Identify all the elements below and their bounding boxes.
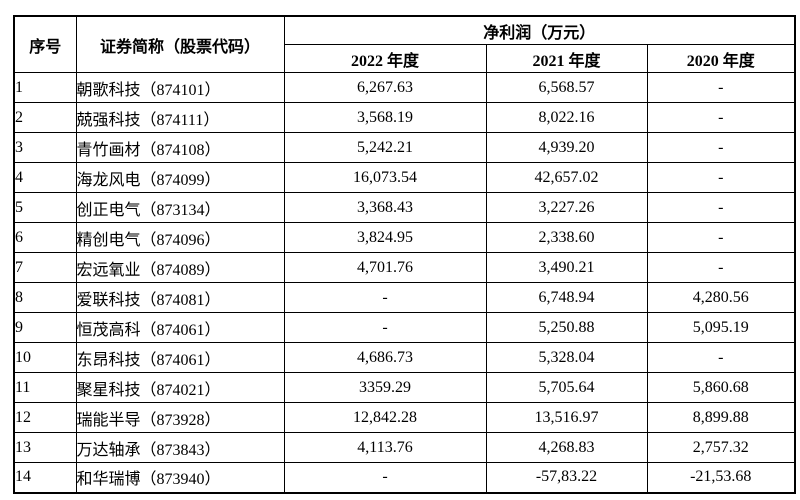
- cell-profit-2022: 4,701.76: [283, 252, 487, 283]
- cell-company-name: 瑞能半导（873928）: [75, 402, 285, 433]
- table-row: 7 宏远氧业（874089） 4,701.76 3,490.21-: [13, 252, 796, 283]
- table-row: 6 精创电气（874096） 3,824.95 2,338.60-: [13, 222, 796, 253]
- cell-serial-number: 3: [13, 132, 77, 163]
- cell-company-name: 万达轴承（873843）: [75, 432, 285, 463]
- cell-profit-2022: 4,686.73: [283, 342, 487, 373]
- cell-profit-2020: -: [646, 102, 796, 133]
- cell-serial-number: 14: [13, 462, 77, 493]
- cell-profit-2021: 42,657.02: [485, 162, 648, 193]
- cell-serial-number: 1: [13, 72, 77, 103]
- cell-serial-number: 9: [13, 312, 77, 343]
- header-year-2020: 2020 年度: [646, 44, 796, 73]
- cell-profit-2020: -: [646, 72, 796, 103]
- cell-profit-2022: 5,242.21: [283, 132, 487, 163]
- cell-profit-2022: 6,267.63: [283, 72, 487, 103]
- cell-profit-2020: -: [646, 192, 796, 223]
- cell-serial-number: 6: [13, 222, 77, 253]
- cell-profit-2020: 8,899.88: [646, 402, 796, 433]
- cell-profit-2021: 4,939.20: [485, 132, 648, 163]
- table-body: 1 朝歌科技（874101） 6,267.63 6,568.57-2 兢强科技（8741…: [13, 72, 796, 493]
- header-year-2022: 2022 年度: [283, 44, 487, 73]
- cell-profit-2022: 4,113.76: [283, 432, 487, 463]
- cell-profit-2021: 13,516.97: [485, 402, 648, 433]
- cell-profit-2021: 3,227.26: [485, 192, 648, 223]
- table-row: 3 青竹画材（874108） 5,242.21 4,939.20-: [13, 132, 796, 163]
- table-row: 8 爱联科技（874081） -6,748.94 4,280.56: [13, 282, 796, 313]
- cell-profit-2020: -21,53.68: [646, 462, 796, 493]
- cell-profit-2020: -: [646, 222, 796, 253]
- cell-serial-number: 11: [13, 372, 77, 403]
- cell-profit-2021: 5,250.88: [485, 312, 648, 343]
- cell-profit-2021: 4,268.83: [485, 432, 648, 463]
- table-row: 13 万达轴承（873843） 4,113.76 4,268.83 2,757.32: [13, 432, 796, 463]
- cell-company-name: 聚星科技（874021）: [75, 372, 285, 403]
- cell-company-name: 精创电气（874096）: [75, 222, 285, 253]
- cell-profit-2020: -: [646, 132, 796, 163]
- cell-serial-number: 13: [13, 432, 77, 463]
- cell-profit-2021: 3,490.21: [485, 252, 648, 283]
- table-row: 4 海龙风电（874099） 16,073.54 42,657.02-: [13, 162, 796, 193]
- cell-serial-number: 10: [13, 342, 77, 373]
- cell-profit-2022: 16,073.54: [283, 162, 487, 193]
- cell-company-name: 宏远氧业（874089）: [75, 252, 285, 283]
- cell-profit-2022: 12,842.28: [283, 402, 487, 433]
- cell-profit-2020: 2,757.32: [646, 432, 796, 463]
- cell-profit-2022: 3,568.19: [283, 102, 487, 133]
- cell-serial-number: 5: [13, 192, 77, 223]
- table-row: 14 和华瑞博（873940） - -57,83.22 -21,53.68: [13, 462, 796, 493]
- table-row: 2 兢强科技（874111） 3,568.19 8,022.16-: [13, 102, 796, 133]
- cell-profit-2020: 4,280.56: [646, 282, 796, 313]
- cell-profit-2021: -57,83.22: [485, 462, 648, 493]
- cell-profit-2022: -: [283, 462, 487, 493]
- table-header: 序号 证券简称（股票代码） 净利润（万元） 2022 年度 2021 年度 20…: [13, 15, 796, 73]
- cell-company-name: 海龙风电（874099）: [75, 162, 285, 193]
- cell-company-name: 爱联科技（874081）: [75, 282, 285, 313]
- cell-company-name: 东昂科技（874061）: [75, 342, 285, 373]
- cell-profit-2022: -: [283, 282, 487, 313]
- table-row: 1 朝歌科技（874101） 6,267.63 6,568.57-: [13, 72, 796, 103]
- cell-profit-2022: 3,368.43: [283, 192, 487, 223]
- table-row: 9 恒茂高科（874061） -5,250.88 5,095.19: [13, 312, 796, 343]
- cell-profit-2021: 6,748.94: [485, 282, 648, 313]
- cell-profit-2021: 6,568.57: [485, 72, 648, 103]
- cell-serial-number: 12: [13, 402, 77, 433]
- cell-profit-2021: 2,338.60: [485, 222, 648, 253]
- table-row: 10 东昂科技（874061） 4,686.73 5,328.04-: [13, 342, 796, 373]
- table-row: 12 瑞能半导（873928） 12,842.28 13,516.97 8,899.88: [13, 402, 796, 433]
- cell-profit-2021: 5,328.04: [485, 342, 648, 373]
- cell-profit-2021: 5,705.64: [485, 372, 648, 403]
- cell-profit-2020: -: [646, 252, 796, 283]
- cell-company-name: 朝歌科技（874101）: [75, 72, 285, 103]
- header-index: 序号: [13, 15, 77, 73]
- cell-company-name: 创正电气（873134）: [75, 192, 285, 223]
- cell-profit-2020: 5,860.68: [646, 372, 796, 403]
- cell-company-name: 青竹画材（874108）: [75, 132, 285, 163]
- cell-company-name: 恒茂高科（874061）: [75, 312, 285, 343]
- header-group-net-profit: 净利润（万元）: [283, 15, 796, 45]
- cell-profit-2022: 3,824.95: [283, 222, 487, 253]
- net-profit-table: 序号 证券简称（股票代码） 净利润（万元） 2022 年度 2021 年度 20…: [13, 15, 797, 494]
- cell-serial-number: 2: [13, 102, 77, 133]
- cell-serial-number: 7: [13, 252, 77, 283]
- cell-profit-2020: -: [646, 162, 796, 193]
- cell-company-name: 兢强科技（874111）: [75, 102, 285, 133]
- cell-profit-2022: 3359.29: [283, 372, 487, 403]
- cell-company-name: 和华瑞博（873940）: [75, 462, 285, 493]
- table-row: 5 创正电气（873134） 3,368.43 3,227.26-: [13, 192, 796, 223]
- cell-serial-number: 4: [13, 162, 77, 193]
- header-name: 证券简称（股票代码）: [75, 15, 285, 73]
- cell-profit-2020: -: [646, 342, 796, 373]
- cell-profit-2022: -: [283, 312, 487, 343]
- cell-serial-number: 8: [13, 282, 77, 313]
- cell-profit-2020: 5,095.19: [646, 312, 796, 343]
- cell-profit-2021: 8,022.16: [485, 102, 648, 133]
- table-row: 11 聚星科技（874021） 3359.29 5,705.64 5,860.68: [13, 372, 796, 403]
- header-year-2021: 2021 年度: [485, 44, 648, 73]
